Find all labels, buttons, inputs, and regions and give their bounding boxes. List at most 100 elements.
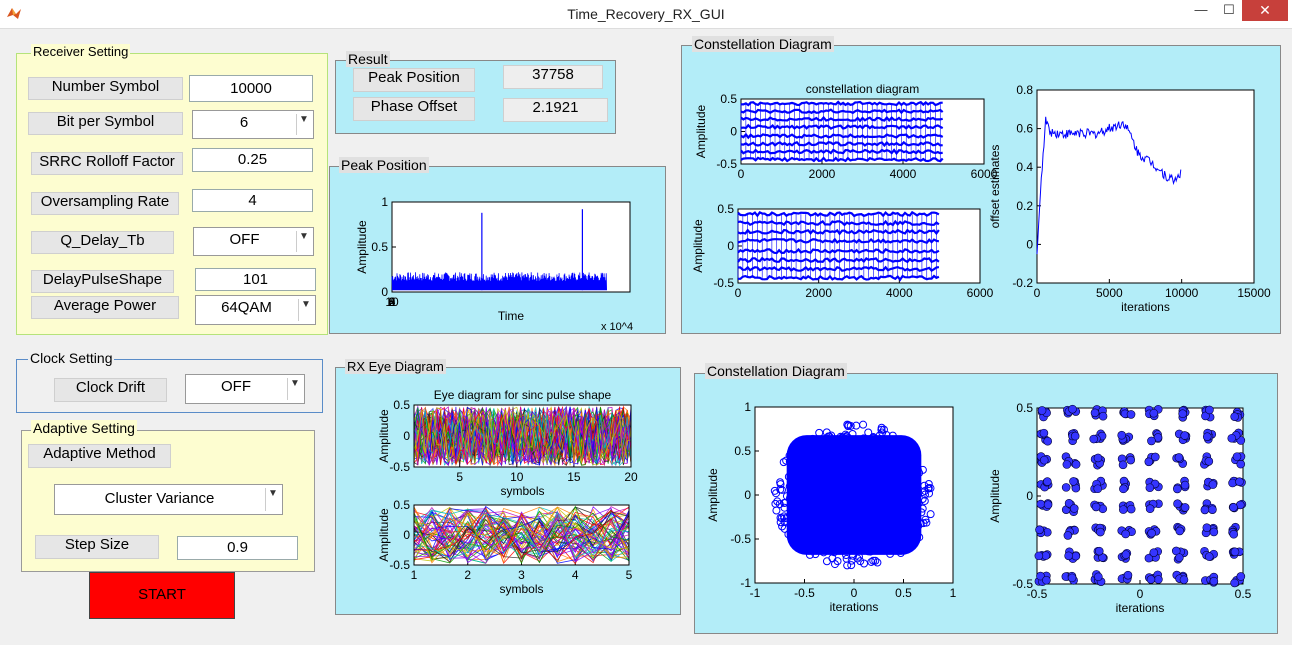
received-symbol-point	[782, 492, 791, 501]
minimize-button[interactable]: —	[1194, 2, 1208, 17]
delay-pulse-shape-field[interactable]: 101	[195, 268, 316, 291]
received-symbol-point	[776, 513, 785, 522]
plot-area	[1036, 89, 1255, 284]
x-axis-label: Time	[498, 309, 525, 323]
received-symbol-point	[896, 548, 905, 557]
received-symbol-point	[915, 468, 924, 477]
x-tick-label: 4	[572, 568, 579, 582]
received-symbol-point	[869, 433, 878, 442]
recovered-symbol-point	[1090, 408, 1100, 418]
x-tick-label: 3	[518, 568, 525, 582]
received-symbol-point	[799, 446, 808, 455]
y-tick-label: -0.5	[389, 460, 410, 474]
adaptive-method-value: Cluster Variance	[104, 490, 215, 507]
recovered-symbol-point	[1204, 457, 1214, 466]
x-tick-label: 10	[510, 470, 524, 484]
recovered-symbol-point	[1069, 477, 1078, 486]
recovered-symbol-point	[1061, 483, 1071, 492]
recovered-symbol-point	[1149, 548, 1159, 557]
recovered-symbol-point	[1036, 571, 1045, 581]
recovered-symbol-point	[1147, 528, 1156, 538]
received-symbol-point	[911, 460, 920, 469]
recovered-symbol-point	[1096, 527, 1105, 537]
recovered-symbol-point	[1145, 483, 1155, 493]
x-tick-label: 2000	[809, 167, 836, 181]
y-tick-label: 0.8	[1016, 83, 1033, 97]
x-tick-label: 6000	[967, 286, 994, 300]
recovered-symbol-point	[1175, 553, 1184, 562]
eye-trace	[413, 508, 630, 553]
x-axis-label: iterations	[830, 600, 879, 614]
y-tick-label: -0.5	[389, 558, 410, 572]
step-size-field[interactable]: 0.9	[177, 536, 298, 560]
eye-trace	[413, 407, 632, 466]
x-tick-label: -0.5	[1027, 587, 1048, 601]
recovered-symbol-point	[1180, 503, 1190, 512]
average-power-select[interactable]: 64QAM ▼	[195, 295, 316, 325]
received-symbol-point	[914, 521, 923, 530]
symbol-level-series	[740, 140, 943, 148]
start-button[interactable]: START	[89, 572, 235, 619]
offset-estimate-series	[1036, 116, 1182, 255]
recovered-symbol-point	[1230, 578, 1239, 588]
recovered-symbol-point	[1070, 431, 1080, 441]
x-tick-label: 0.5	[895, 586, 912, 600]
recovered-symbol-point	[1149, 408, 1159, 418]
received-symbol-point	[795, 529, 804, 538]
received-symbol-point	[848, 430, 857, 439]
symbol-level-series	[737, 219, 940, 227]
eye-trace	[413, 521, 630, 558]
recovered-symbol-point	[1043, 477, 1052, 486]
offset-estimate-axes: 0 5000 10000 15000-0.200.20.40.60.8iteratio…	[988, 83, 1271, 314]
adaptive-method-select[interactable]: Cluster Variance ▼	[54, 484, 283, 515]
received-symbol-point	[860, 559, 869, 568]
x-tick-label: 10000	[1165, 286, 1199, 300]
received-symbol-point	[809, 537, 818, 546]
srrc-rolloff-field[interactable]: 0.25	[192, 148, 313, 172]
received-symbol-point	[808, 434, 817, 443]
recovered-symbol-point	[1043, 500, 1053, 510]
maximize-button[interactable]: ☐	[1223, 2, 1235, 17]
x-tick-label: 0	[851, 586, 858, 600]
close-button[interactable]: ✕	[1242, 0, 1288, 21]
q-delay-select[interactable]: OFF ▼	[193, 227, 314, 256]
y-tick-label: 0.4	[1016, 160, 1033, 174]
eye-trace	[413, 510, 630, 562]
srrc-rolloff-label: SRRC Rolloff Factor	[31, 152, 183, 175]
y-tick-label: 0	[730, 125, 737, 139]
bit-per-symbol-select[interactable]: 6 ▼	[192, 110, 314, 139]
number-symbol-field[interactable]: 10000	[189, 75, 313, 102]
symbol-level-series	[737, 228, 940, 236]
eye-trace	[413, 508, 630, 561]
x-tick-label: 5	[456, 470, 463, 484]
recovered-symbol-point	[1064, 498, 1074, 508]
clock-drift-select[interactable]: OFF ▼	[185, 374, 305, 404]
y-tick-label: 0.6	[1016, 122, 1033, 136]
eye-trace	[413, 406, 632, 466]
recovered-symbol-point	[1064, 551, 1073, 561]
received-symbol-point	[920, 496, 929, 505]
y-tick-label: -0.5	[716, 157, 737, 171]
recovered-symbol-point	[1126, 410, 1136, 419]
received-symbol-point	[864, 428, 873, 437]
received-symbol-point	[917, 508, 926, 517]
matlab-icon	[7, 8, 21, 19]
oversampling-field[interactable]: 4	[192, 189, 313, 212]
x-tick-label: 2	[464, 568, 471, 582]
eye-trace	[413, 508, 630, 558]
received-symbol-point	[886, 549, 895, 558]
y-tick-label: 0	[403, 528, 410, 542]
received-symbol-point	[871, 556, 880, 565]
recovered-symbol-point	[1232, 452, 1242, 461]
received-symbol-point	[809, 438, 818, 447]
phase-offset-label: Phase Offset	[353, 97, 475, 121]
recovered-symbol-point	[1209, 576, 1219, 586]
plot-title: constellation diagram	[806, 82, 919, 96]
x-tick-label: 15	[567, 470, 581, 484]
x-tick-label: 0	[389, 295, 396, 309]
recovered-symbol-point	[1119, 505, 1128, 514]
received-symbol-point	[888, 431, 897, 440]
recovered-symbol-point	[1147, 436, 1156, 446]
recovered-symbol-point	[1151, 452, 1160, 462]
x-tick-label: 0	[1034, 286, 1041, 300]
